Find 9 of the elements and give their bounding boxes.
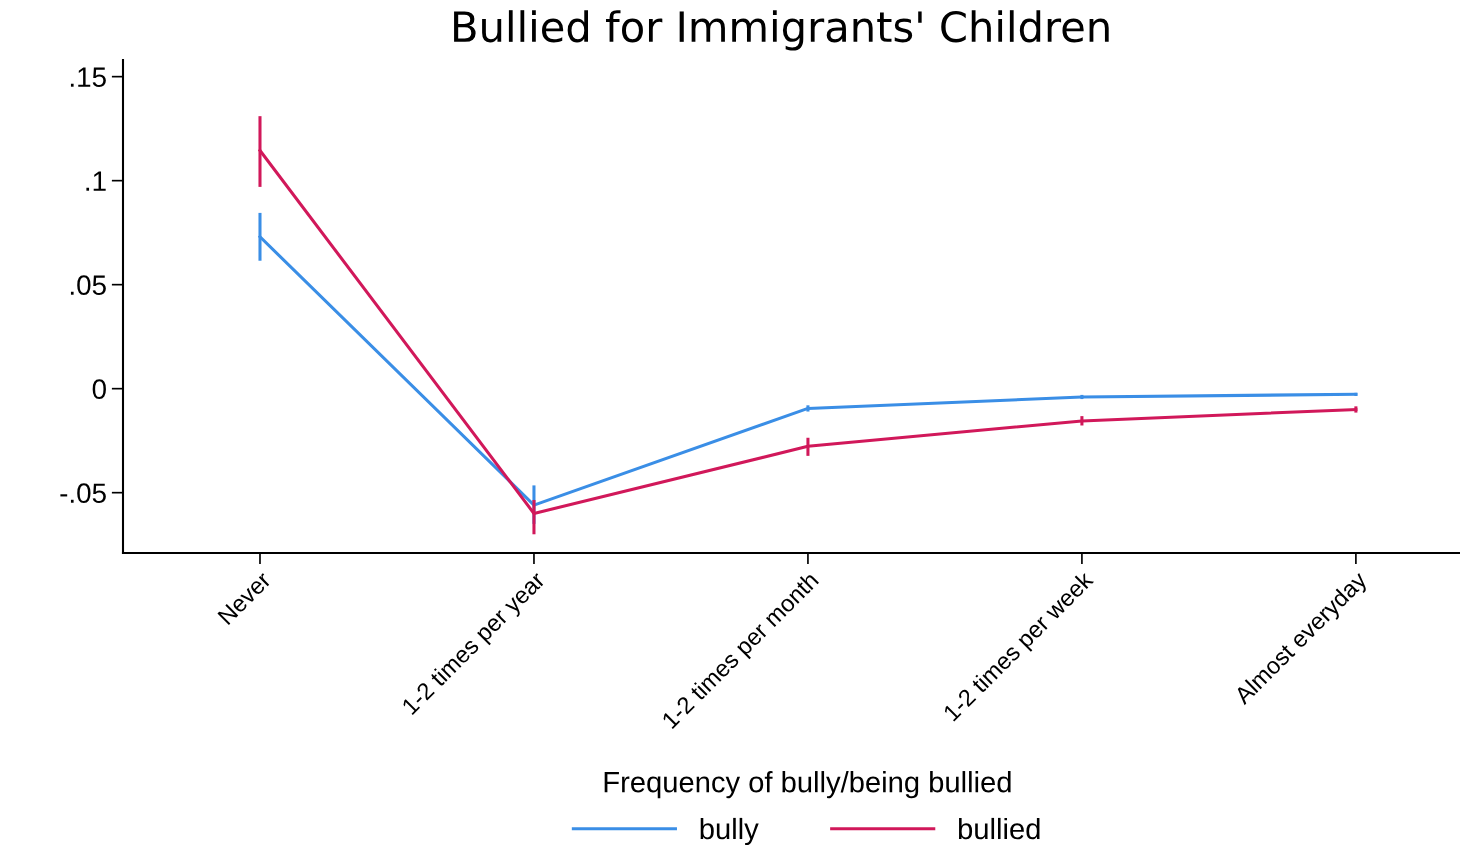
y-tick-label: 0 (92, 379, 106, 400)
legend-label: bullied (958, 817, 1040, 840)
y-tick-label: -.05 (60, 483, 106, 504)
chart-title: Bullied for Immigrants' Children (454, 10, 1109, 51)
y-tick-label: .15 (70, 67, 106, 87)
x-axis-title: Frequency of bully/being bullied (604, 771, 1011, 799)
y-tick-label: .1 (86, 171, 106, 191)
legend-label: bully (700, 817, 759, 846)
y-tick-label: .05 (70, 275, 106, 295)
